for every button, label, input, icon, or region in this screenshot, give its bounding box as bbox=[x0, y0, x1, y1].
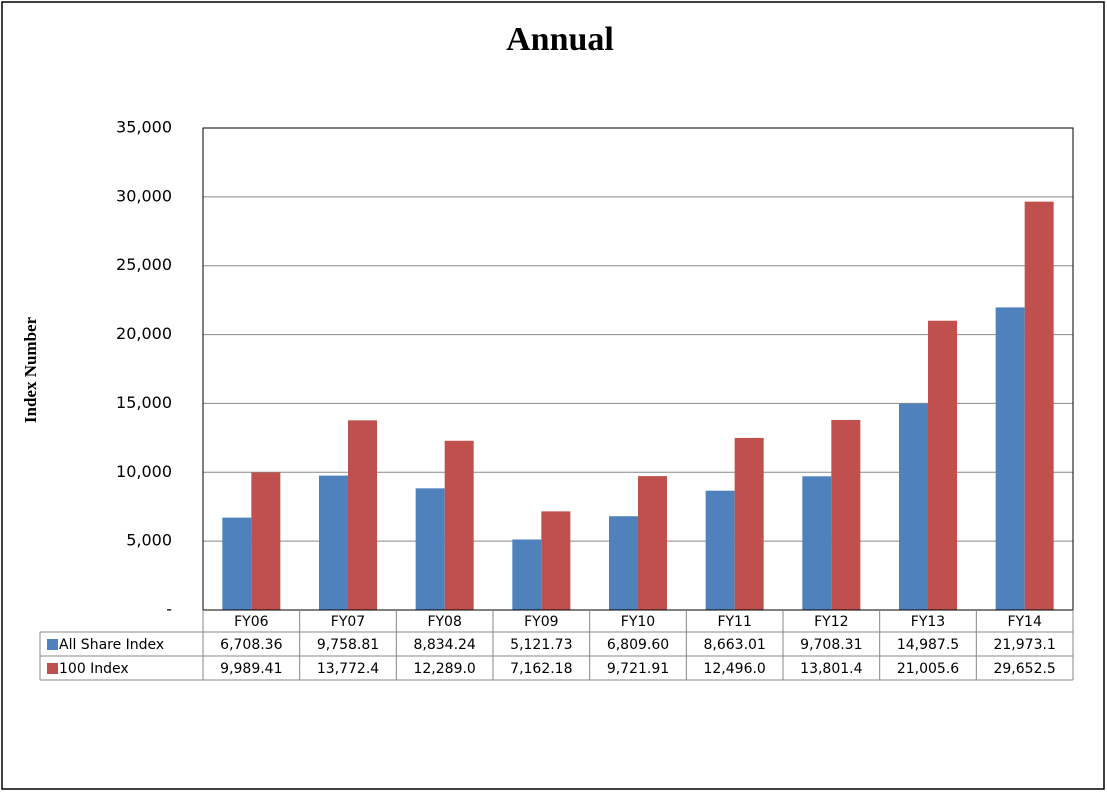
table-value: 21,973.1 bbox=[993, 637, 1055, 653]
table-value: 9,989.41 bbox=[220, 661, 282, 677]
bar bbox=[1024, 201, 1054, 611]
y-tick-label: 10,000 bbox=[116, 462, 172, 481]
table-value: 12,289.0 bbox=[413, 661, 475, 677]
x-tick-label: FY11 bbox=[717, 614, 751, 630]
bar bbox=[638, 476, 667, 610]
bar bbox=[444, 440, 474, 610]
table-value: 6,708.36 bbox=[220, 637, 282, 653]
x-tick-label: FY06 bbox=[234, 614, 269, 630]
y-tick-label: 20,000 bbox=[116, 324, 172, 343]
x-tick-label: FY10 bbox=[621, 614, 655, 630]
legend-label: All Share Index bbox=[59, 637, 164, 653]
bar bbox=[831, 419, 861, 610]
bar bbox=[541, 511, 571, 610]
bar bbox=[734, 437, 764, 610]
bar bbox=[802, 476, 832, 610]
bar bbox=[512, 539, 542, 610]
bar bbox=[251, 472, 281, 610]
table-value: 9,758.81 bbox=[317, 637, 379, 653]
y-tick-label: 25,000 bbox=[116, 255, 172, 274]
legend-swatch bbox=[47, 639, 58, 650]
table-value: 6,809.60 bbox=[607, 637, 669, 653]
bar bbox=[415, 488, 445, 610]
table-value: 7,162.18 bbox=[510, 661, 572, 677]
plot-border bbox=[202, 127, 1074, 611]
bar bbox=[348, 420, 377, 610]
table-value: 14,987.5 bbox=[897, 637, 959, 653]
bar bbox=[319, 475, 348, 610]
y-tick-label: 30,000 bbox=[116, 186, 172, 205]
table-value: 29,652.5 bbox=[993, 661, 1055, 677]
legend-swatch bbox=[47, 663, 58, 674]
table-value: 5,121.73 bbox=[510, 637, 572, 653]
y-tick-label: - bbox=[166, 600, 172, 619]
table-value: 8,834.24 bbox=[413, 637, 475, 653]
table-value: 8,663.01 bbox=[703, 637, 765, 653]
table-value: 13,801.4 bbox=[800, 661, 862, 677]
table-value: 21,005.6 bbox=[897, 661, 959, 677]
bar bbox=[609, 516, 638, 610]
bar bbox=[705, 490, 735, 610]
legend-label: 100 Index bbox=[59, 661, 129, 677]
y-axis-label: Index Number bbox=[21, 316, 40, 423]
bar bbox=[222, 517, 252, 610]
x-tick-label: FY12 bbox=[814, 614, 848, 630]
y-tick-label: 5,000 bbox=[126, 531, 172, 550]
y-tick-label: 15,000 bbox=[116, 393, 172, 412]
table-value: 13,772.4 bbox=[317, 661, 379, 677]
table-value: 9,721.91 bbox=[607, 661, 669, 677]
x-tick-label: FY08 bbox=[427, 614, 461, 630]
y-tick-label: 35,000 bbox=[116, 118, 172, 137]
bar bbox=[928, 320, 957, 610]
bar bbox=[995, 307, 1025, 610]
bar bbox=[899, 403, 928, 610]
x-tick-label: FY14 bbox=[1007, 614, 1042, 630]
x-tick-label: FY09 bbox=[524, 614, 558, 630]
table-value: 9,708.31 bbox=[800, 637, 862, 653]
x-tick-label: FY07 bbox=[331, 614, 365, 630]
chart-title: Annual bbox=[506, 21, 614, 58]
table-value: 12,496.0 bbox=[703, 661, 765, 677]
x-tick-label: FY13 bbox=[911, 614, 945, 630]
